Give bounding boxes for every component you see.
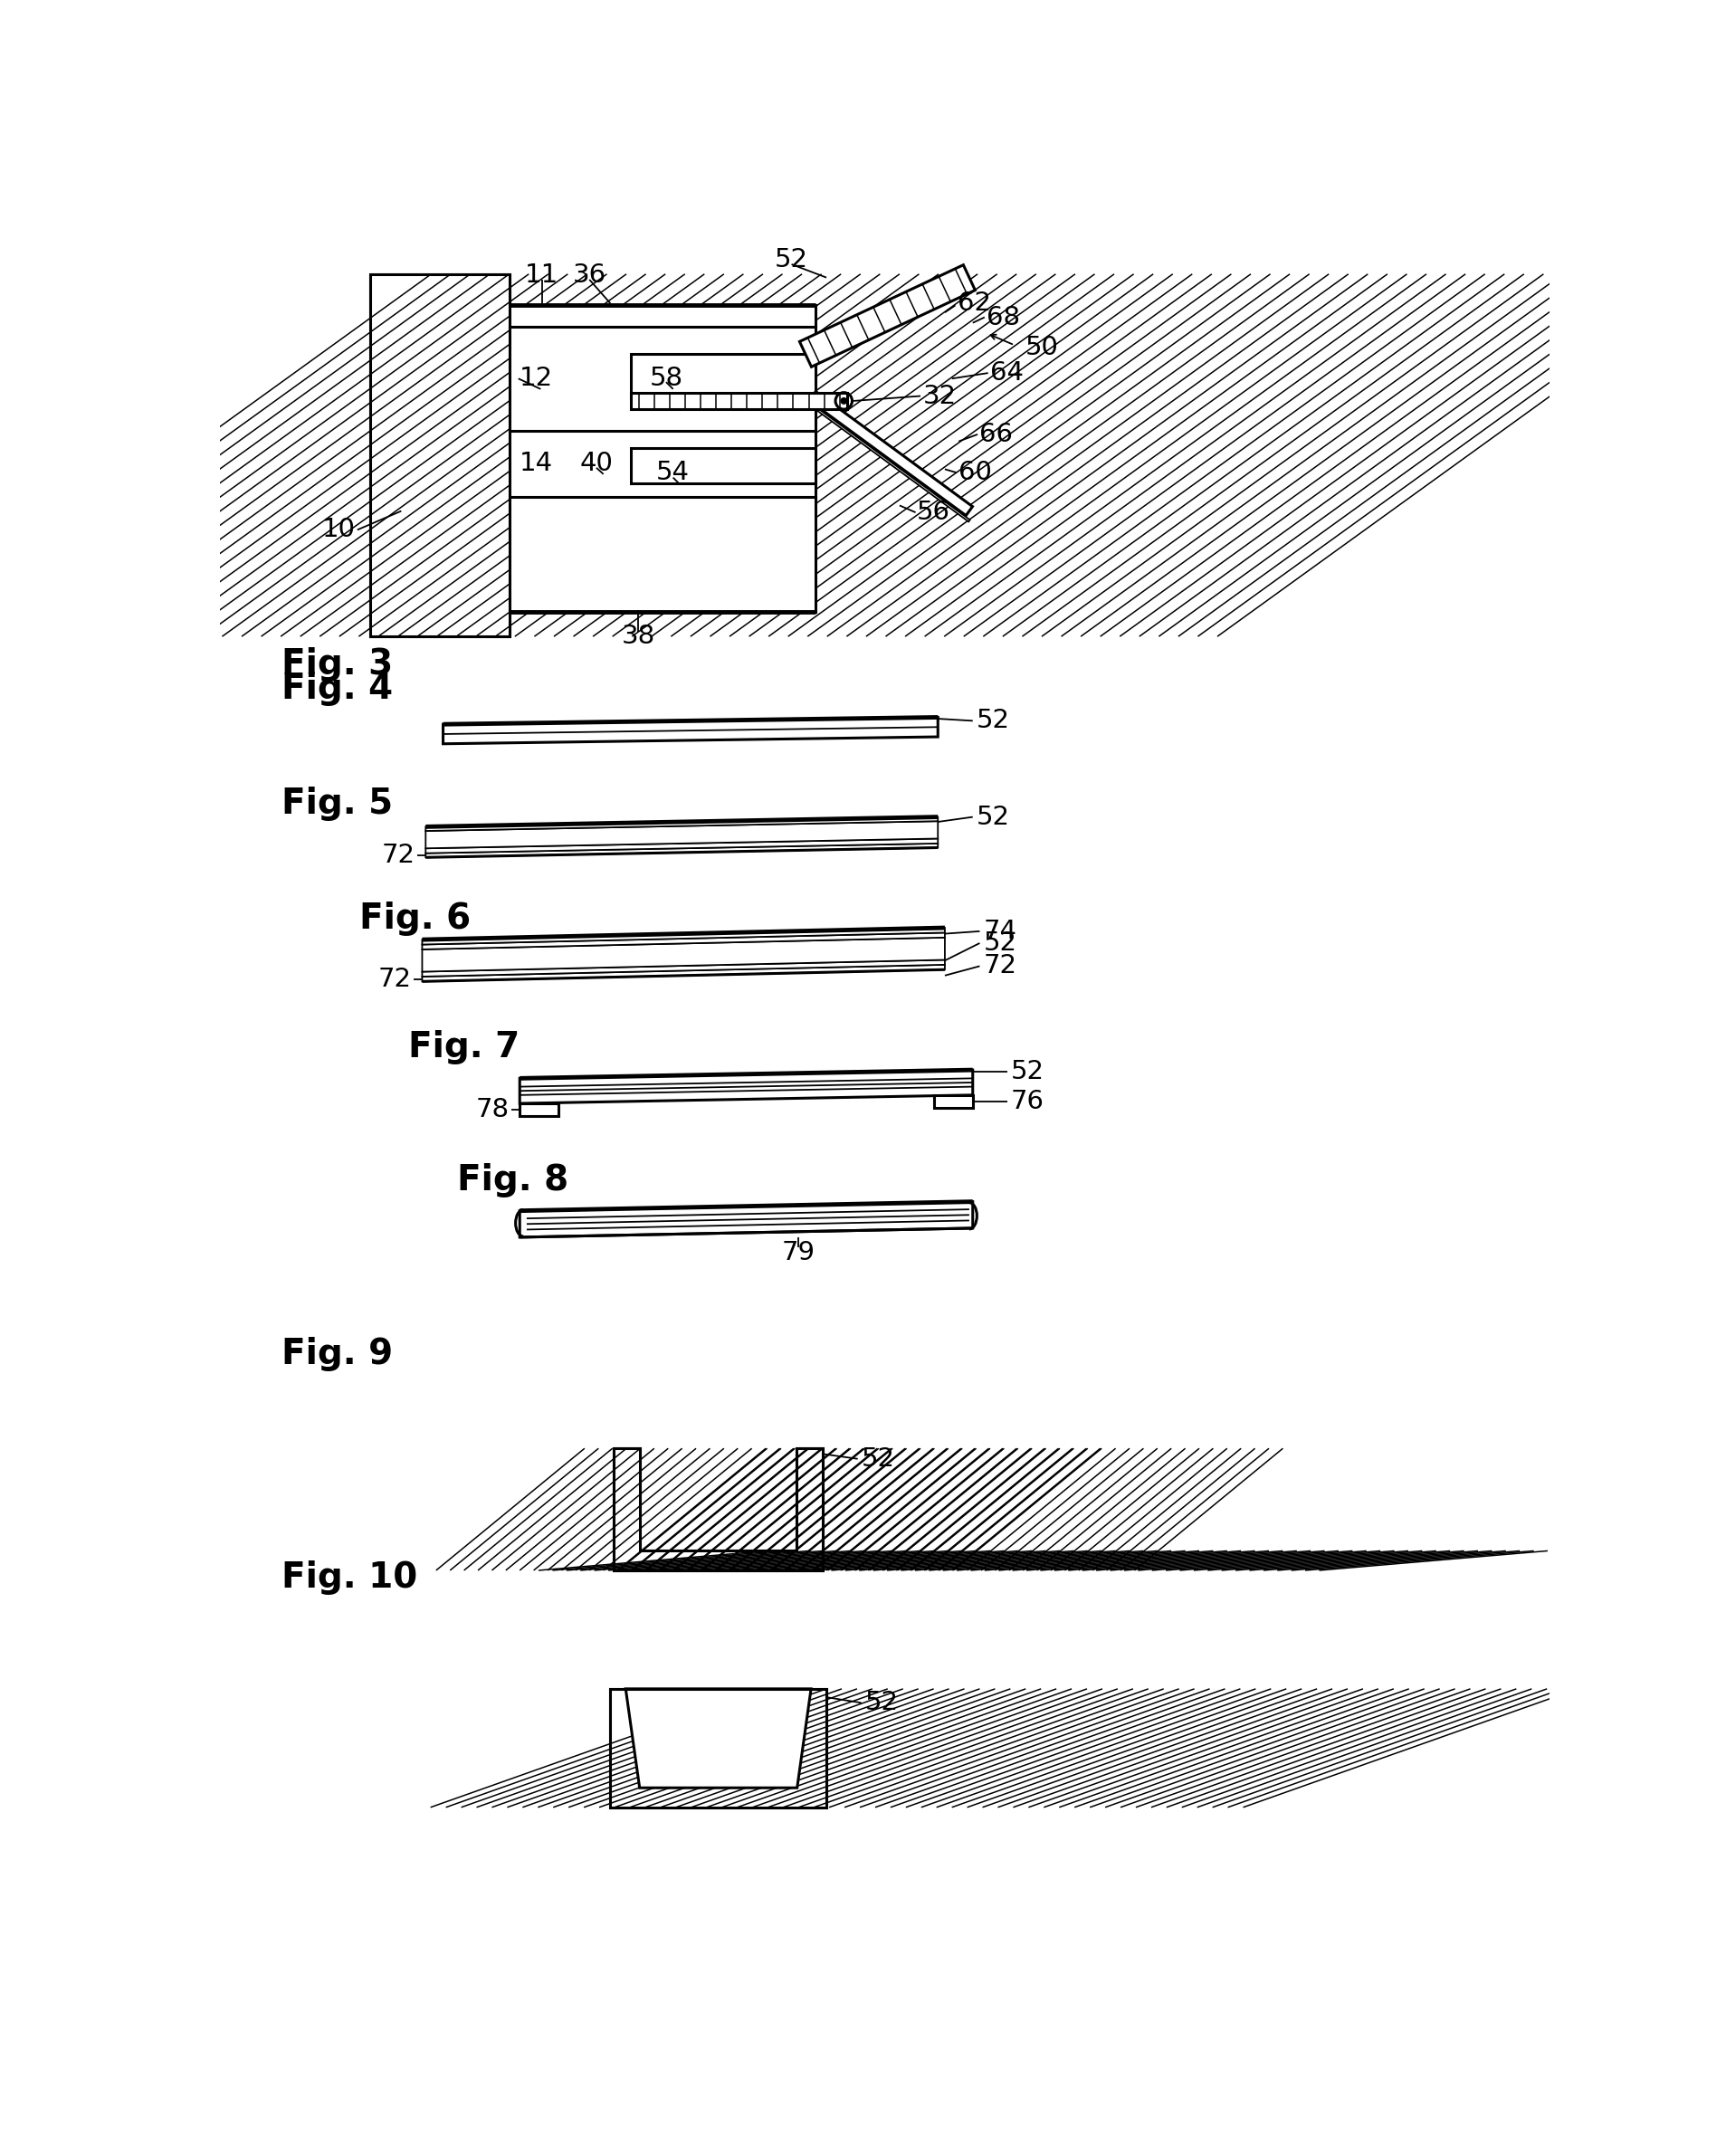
Text: 66: 66 [980,423,1013,446]
Polygon shape [426,843,937,858]
Polygon shape [426,821,937,847]
Polygon shape [809,392,972,515]
Bar [614,1449,640,1570]
Polygon shape [632,392,847,410]
Bar [369,274,509,636]
Circle shape [841,399,847,403]
Text: 52: 52 [775,248,808,274]
Text: 72: 72 [381,843,416,869]
Text: 72: 72 [984,953,1017,979]
Text: 52: 52 [861,1447,894,1473]
Polygon shape [799,265,975,367]
Text: 11: 11 [525,263,559,289]
Text: Fig. 4: Fig. 4 [281,671,394,705]
Polygon shape [423,927,944,944]
Bar [796,1449,823,1570]
Text: Fig. 6: Fig. 6 [359,901,471,936]
Text: 58: 58 [649,367,683,390]
Text: 76: 76 [1011,1089,1044,1115]
Bar [369,274,509,636]
Text: 32: 32 [923,384,956,410]
Text: 56: 56 [917,500,951,526]
Text: 52: 52 [865,1690,898,1716]
Text: 72: 72 [378,966,413,992]
Bar [611,1688,827,1807]
Polygon shape [520,1201,973,1238]
Bar [614,1550,823,1570]
Polygon shape [426,817,937,830]
Text: 52: 52 [984,931,1017,955]
Bar [614,1449,640,1570]
Bar [614,1449,640,1570]
Bar [369,274,509,636]
Polygon shape [625,1688,811,1787]
Text: 60: 60 [960,459,992,485]
Text: Fig. 7: Fig. 7 [409,1031,520,1065]
Bar [632,354,816,399]
Text: 12: 12 [520,367,554,390]
Bar [509,498,816,612]
Polygon shape [423,938,944,972]
Text: 54: 54 [656,459,690,485]
Bar [509,431,816,498]
Bar [509,326,816,431]
Text: 52: 52 [1011,1059,1044,1084]
Polygon shape [423,964,944,981]
Text: Fig. 8: Fig. 8 [457,1162,568,1197]
Polygon shape [423,934,944,949]
Text: 14: 14 [520,451,552,476]
Text: Fig. 10: Fig. 10 [281,1561,418,1595]
Polygon shape [423,959,944,977]
Text: Fig. 9: Fig. 9 [281,1337,394,1371]
Text: 40: 40 [580,451,613,476]
Text: Fig. 5: Fig. 5 [281,787,394,821]
Bar [509,306,816,326]
Text: 52: 52 [977,804,1010,830]
Text: Fig. 3: Fig. 3 [281,647,394,681]
Bar [632,448,816,483]
Polygon shape [426,839,937,854]
Text: 74: 74 [984,918,1017,944]
Polygon shape [520,1069,973,1104]
Text: 68: 68 [987,304,1020,330]
Text: 62: 62 [958,291,991,317]
Text: 36: 36 [573,263,606,289]
Text: 38: 38 [621,623,656,649]
Text: 50: 50 [1025,334,1058,360]
Polygon shape [614,1449,823,1570]
Text: 10: 10 [323,517,356,543]
Polygon shape [520,1104,557,1117]
Polygon shape [811,405,970,522]
Text: 79: 79 [782,1240,815,1266]
Polygon shape [611,1688,827,1807]
Text: 78: 78 [476,1097,509,1123]
Text: 64: 64 [991,360,1024,386]
Polygon shape [934,1095,973,1108]
Text: 52: 52 [977,707,1010,733]
Polygon shape [444,718,937,744]
